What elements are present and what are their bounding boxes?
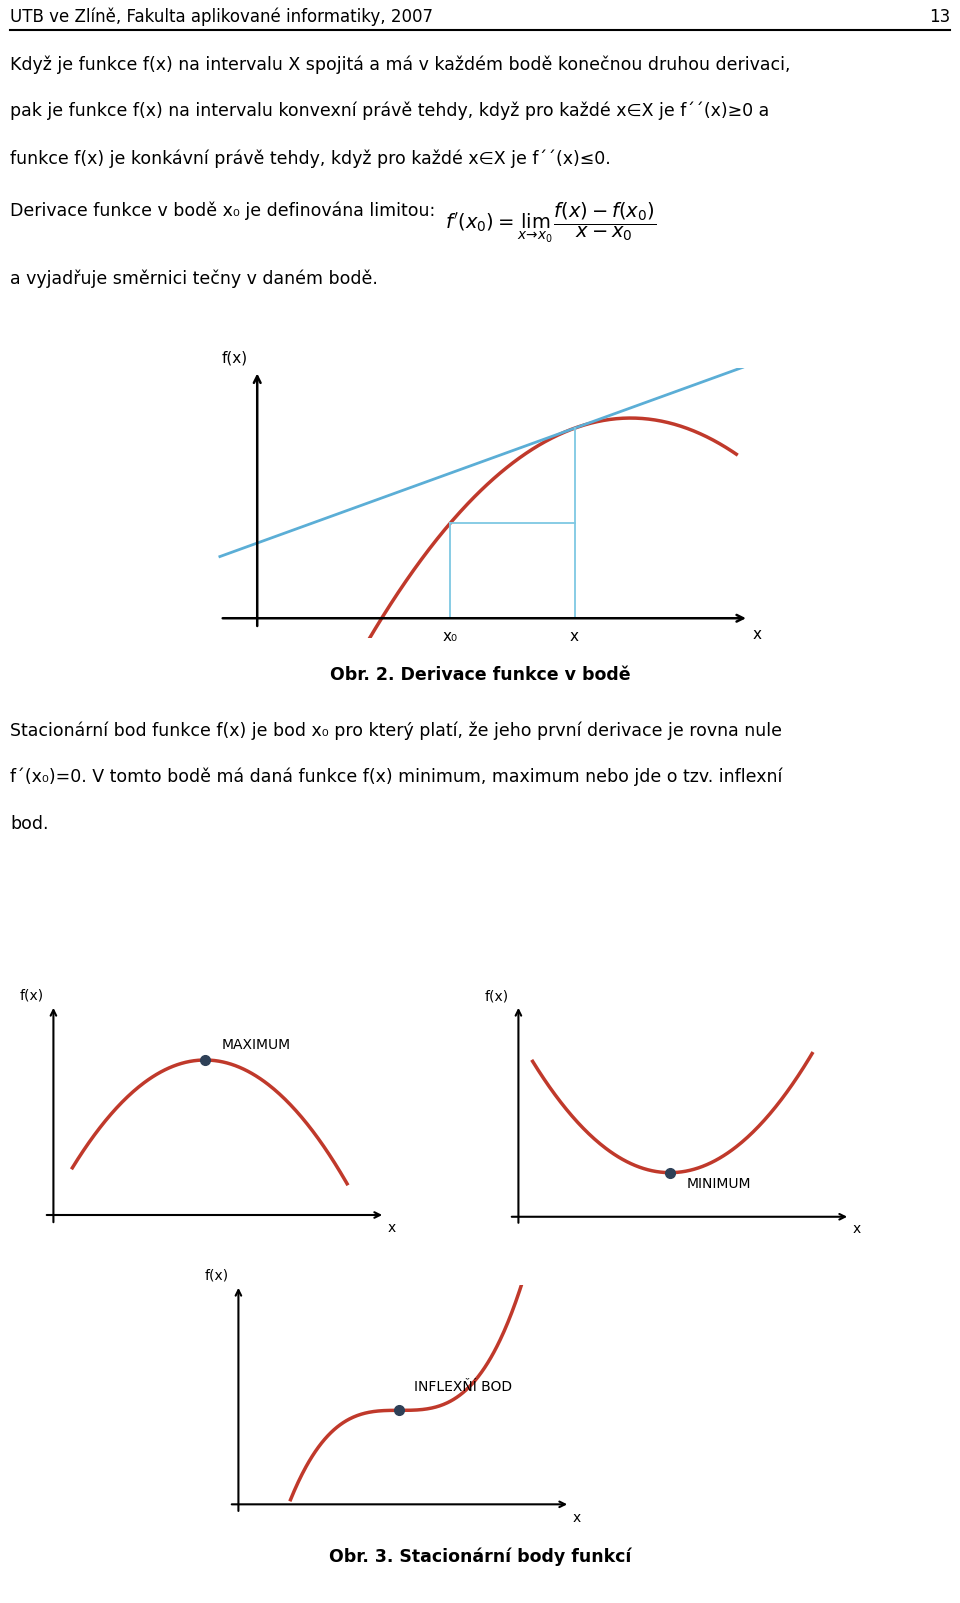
Text: Obr. 2. Derivace funkce v bodě: Obr. 2. Derivace funkce v bodě <box>329 665 631 684</box>
Text: x: x <box>388 1221 396 1234</box>
Text: Obr. 3. Stacionární body funkcí: Obr. 3. Stacionární body funkcí <box>329 1548 631 1566</box>
Text: Když je funkce f(x) na intervalu X spojitá a má v každém bodě konečnou druhou de: Když je funkce f(x) na intervalu X spoji… <box>10 55 790 74</box>
Text: Stacionární bod funkce f(x) je bod x₀ pro který platí, že jeho první derivace je: Stacionární bod funkce f(x) je bod x₀ pr… <box>10 721 782 739</box>
Text: x: x <box>852 1221 861 1236</box>
Text: x: x <box>573 1510 581 1524</box>
Text: 13: 13 <box>928 8 950 26</box>
Text: x: x <box>570 628 579 644</box>
Text: f´(x₀)=0. V tomto bodě má daná funkce f(x) minimum, maximum nebo jde o tzv. infl: f´(x₀)=0. V tomto bodě má daná funkce f(… <box>10 768 782 787</box>
Text: $f'(x_0) = \lim_{x \to x_0} \dfrac{f(x)-f(x_0)}{x-x_0}$: $f'(x_0) = \lim_{x \to x_0} \dfrac{f(x)-… <box>445 200 657 245</box>
Text: funkce f(x) je konkávní právě tehdy, když pro každé x∈X je f´´(x)≤0.: funkce f(x) je konkávní právě tehdy, kdy… <box>10 149 611 167</box>
Text: f(x): f(x) <box>204 1268 228 1282</box>
Text: UTB ve Zlíně, Fakulta aplikované informatiky, 2007: UTB ve Zlíně, Fakulta aplikované informa… <box>10 8 433 27</box>
Text: f(x): f(x) <box>485 989 509 1003</box>
Text: f(x): f(x) <box>20 989 44 1003</box>
Text: MINIMUM: MINIMUM <box>687 1177 752 1191</box>
Text: MAXIMUM: MAXIMUM <box>222 1039 291 1052</box>
Text: x: x <box>753 627 761 643</box>
Text: x₀: x₀ <box>443 628 458 644</box>
Text: f(x): f(x) <box>221 351 248 365</box>
Text: pak je funkce f(x) na intervalu konvexní právě tehdy, když pro každé x∈X je f´´(: pak je funkce f(x) na intervalu konvexní… <box>10 103 769 120</box>
Text: Derivace funkce v bodě x₀ je definována limitou:: Derivace funkce v bodě x₀ je definována … <box>10 200 435 220</box>
Text: a vyjadřuje směrnici tečny v daném bodě.: a vyjadřuje směrnici tečny v daném bodě. <box>10 269 378 287</box>
Text: bod.: bod. <box>10 814 49 834</box>
Text: INFLEXŇÍ BOD: INFLEXŇÍ BOD <box>414 1380 512 1395</box>
